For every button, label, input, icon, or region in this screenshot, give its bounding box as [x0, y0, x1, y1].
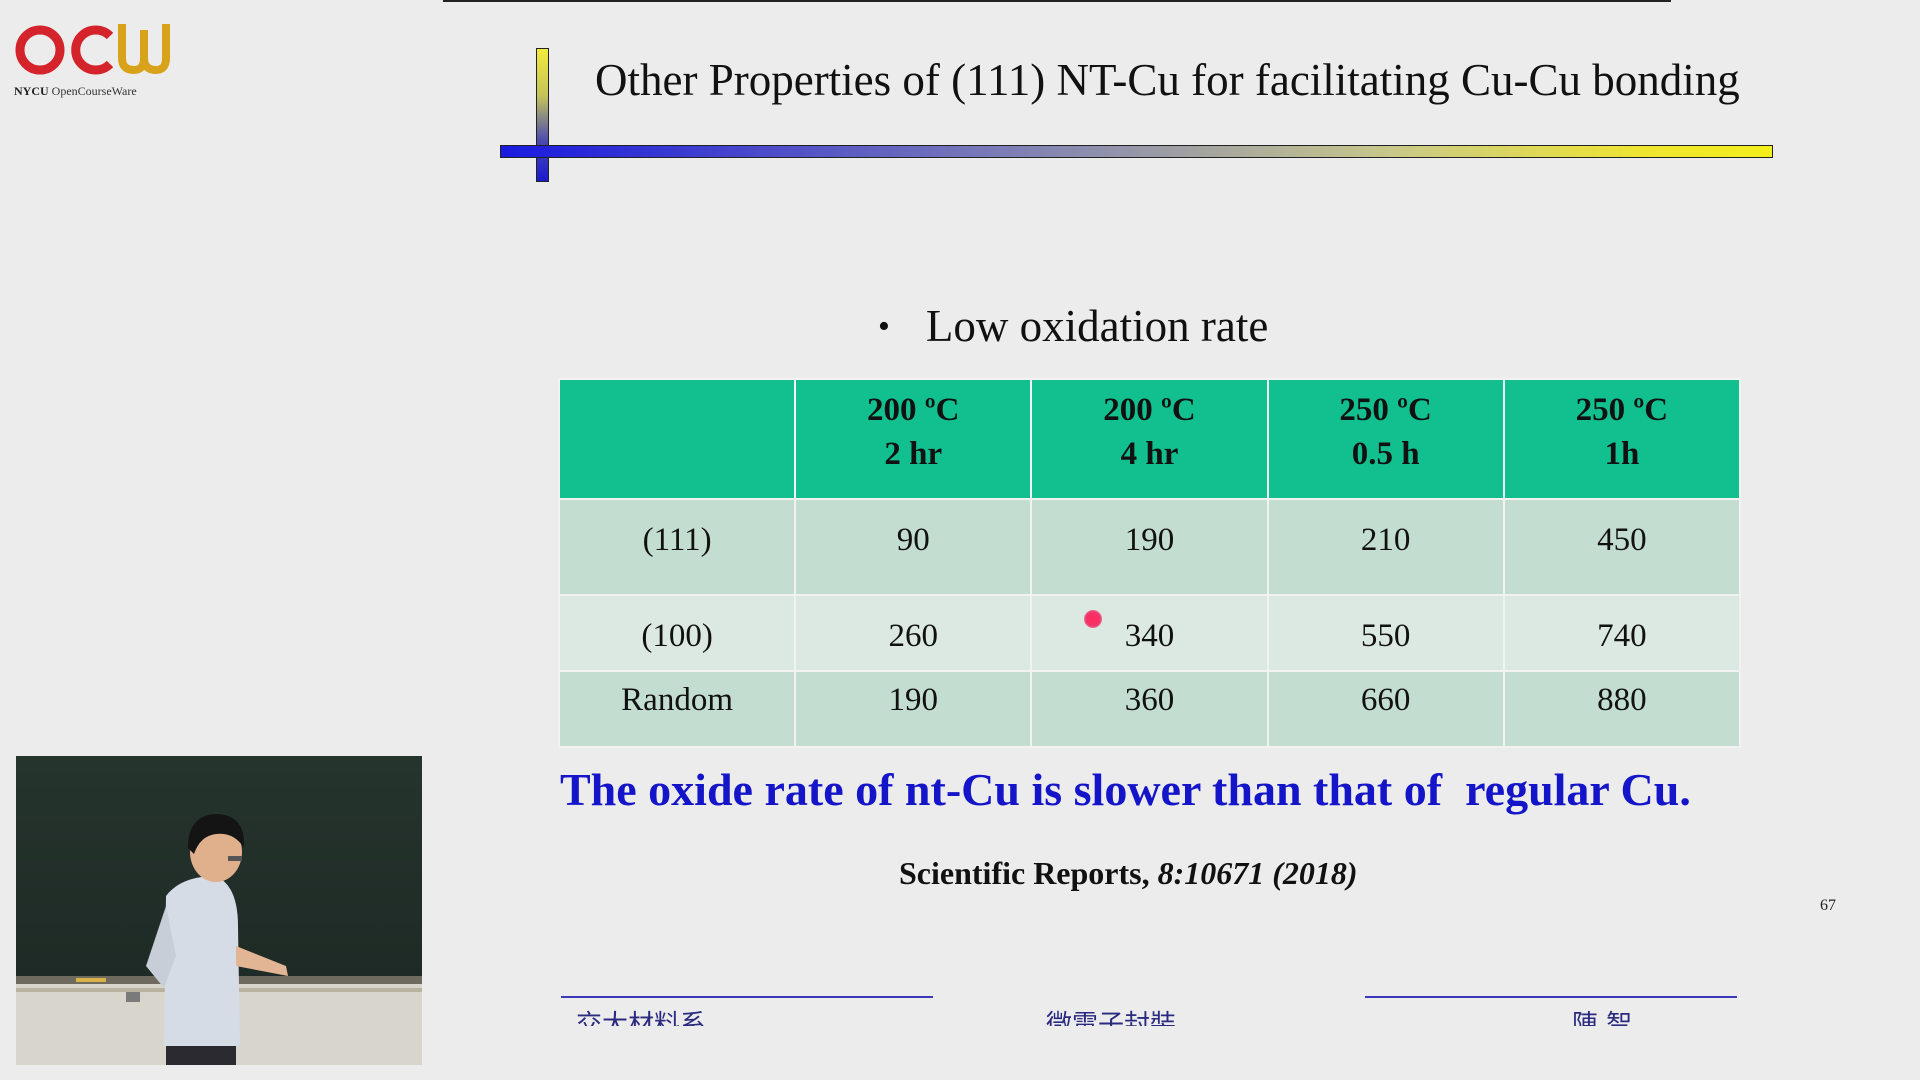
bullet-dot-icon: •	[878, 308, 890, 345]
table-cell: 190	[794, 670, 1033, 748]
footer-right: 陳 智	[1572, 1010, 1633, 1026]
footer-line-right	[1365, 996, 1737, 998]
title-gradient-bar	[500, 145, 1773, 158]
footer-center: 微電子封裝	[1046, 1010, 1177, 1026]
footer-left: 交大材料系	[576, 1010, 707, 1026]
table-header-cell: 200 ºC 2 hr	[794, 378, 1033, 500]
logo-caption: NYCU OpenCourseWare	[14, 84, 137, 99]
table-header-cell: 250 ºC 1h	[1502, 378, 1742, 500]
laser-pointer-dot	[1084, 610, 1102, 628]
row-label: (111)	[557, 498, 797, 596]
logo-org: NYCU	[14, 84, 49, 98]
header-time: 0.5 h	[1351, 436, 1420, 472]
row-label: (100)	[557, 594, 797, 672]
table-cell: 660	[1266, 670, 1505, 748]
page-number: 67	[1820, 897, 1836, 914]
reference-volume: 8:10671 (2018)	[1157, 855, 1358, 891]
slide-title: Other Properties of (111) NT-Cu for faci…	[595, 55, 1740, 105]
conclusion-text: The oxide rate of nt-Cu is slower than t…	[560, 764, 1691, 815]
footer-line-left	[561, 996, 933, 998]
logo-sub: OpenCourseWare	[51, 84, 137, 98]
ocw-logo	[15, 24, 170, 75]
slide-top-rule	[443, 0, 1671, 2]
table-cell: 550	[1266, 594, 1505, 672]
lecturer-video-inset	[16, 756, 422, 1065]
table-header-row: 200 ºC 2 hr 200 ºC 4 hr 250 ºC 0.5 h 250 ºC…	[557, 378, 1742, 500]
header-time: 4 hr	[1120, 436, 1179, 472]
header-temp: 200 ºC	[867, 392, 960, 428]
table-cell: 450	[1502, 498, 1742, 596]
table-row: Random 190 360 660 880	[557, 670, 1742, 748]
bullet-text: Low oxidation rate	[925, 301, 1269, 351]
table-cell: 190	[1030, 498, 1269, 596]
table-cell: 880	[1502, 670, 1742, 748]
header-temp: 200 ºC	[1103, 392, 1196, 428]
table-cell: 260	[794, 594, 1033, 672]
title-vertical-bar	[536, 48, 549, 182]
header-time: 2 hr	[884, 436, 943, 472]
table-header-cell: 250 ºC 0.5 h	[1266, 378, 1505, 500]
table-row: (111) 90 190 210 450	[557, 498, 1742, 596]
table-cell: 90	[794, 498, 1033, 596]
table-cell: 340	[1030, 594, 1269, 672]
table-row: (100) 260 340 550 740	[557, 594, 1742, 672]
table-cell: 360	[1030, 670, 1269, 748]
table-cell: 740	[1502, 594, 1742, 672]
reference-citation: Scientific Reports, 8:10671 (2018)	[899, 855, 1358, 892]
header-time: 1h	[1604, 436, 1640, 472]
table-header-cell	[557, 378, 797, 500]
oxidation-table: 200 ºC 2 hr 200 ºC 4 hr 250 ºC 0.5 h 250 ºC…	[557, 378, 1742, 748]
reference-journal: Scientific Reports,	[899, 855, 1150, 891]
header-temp: 250 ºC	[1339, 392, 1432, 428]
bullet-point: • Low oxidation rate	[878, 300, 1268, 352]
header-temp: 250 ºC	[1575, 392, 1669, 428]
table-header-cell: 200 ºC 4 hr	[1030, 378, 1269, 500]
row-label: Random	[557, 670, 797, 748]
table-cell: 210	[1266, 498, 1505, 596]
